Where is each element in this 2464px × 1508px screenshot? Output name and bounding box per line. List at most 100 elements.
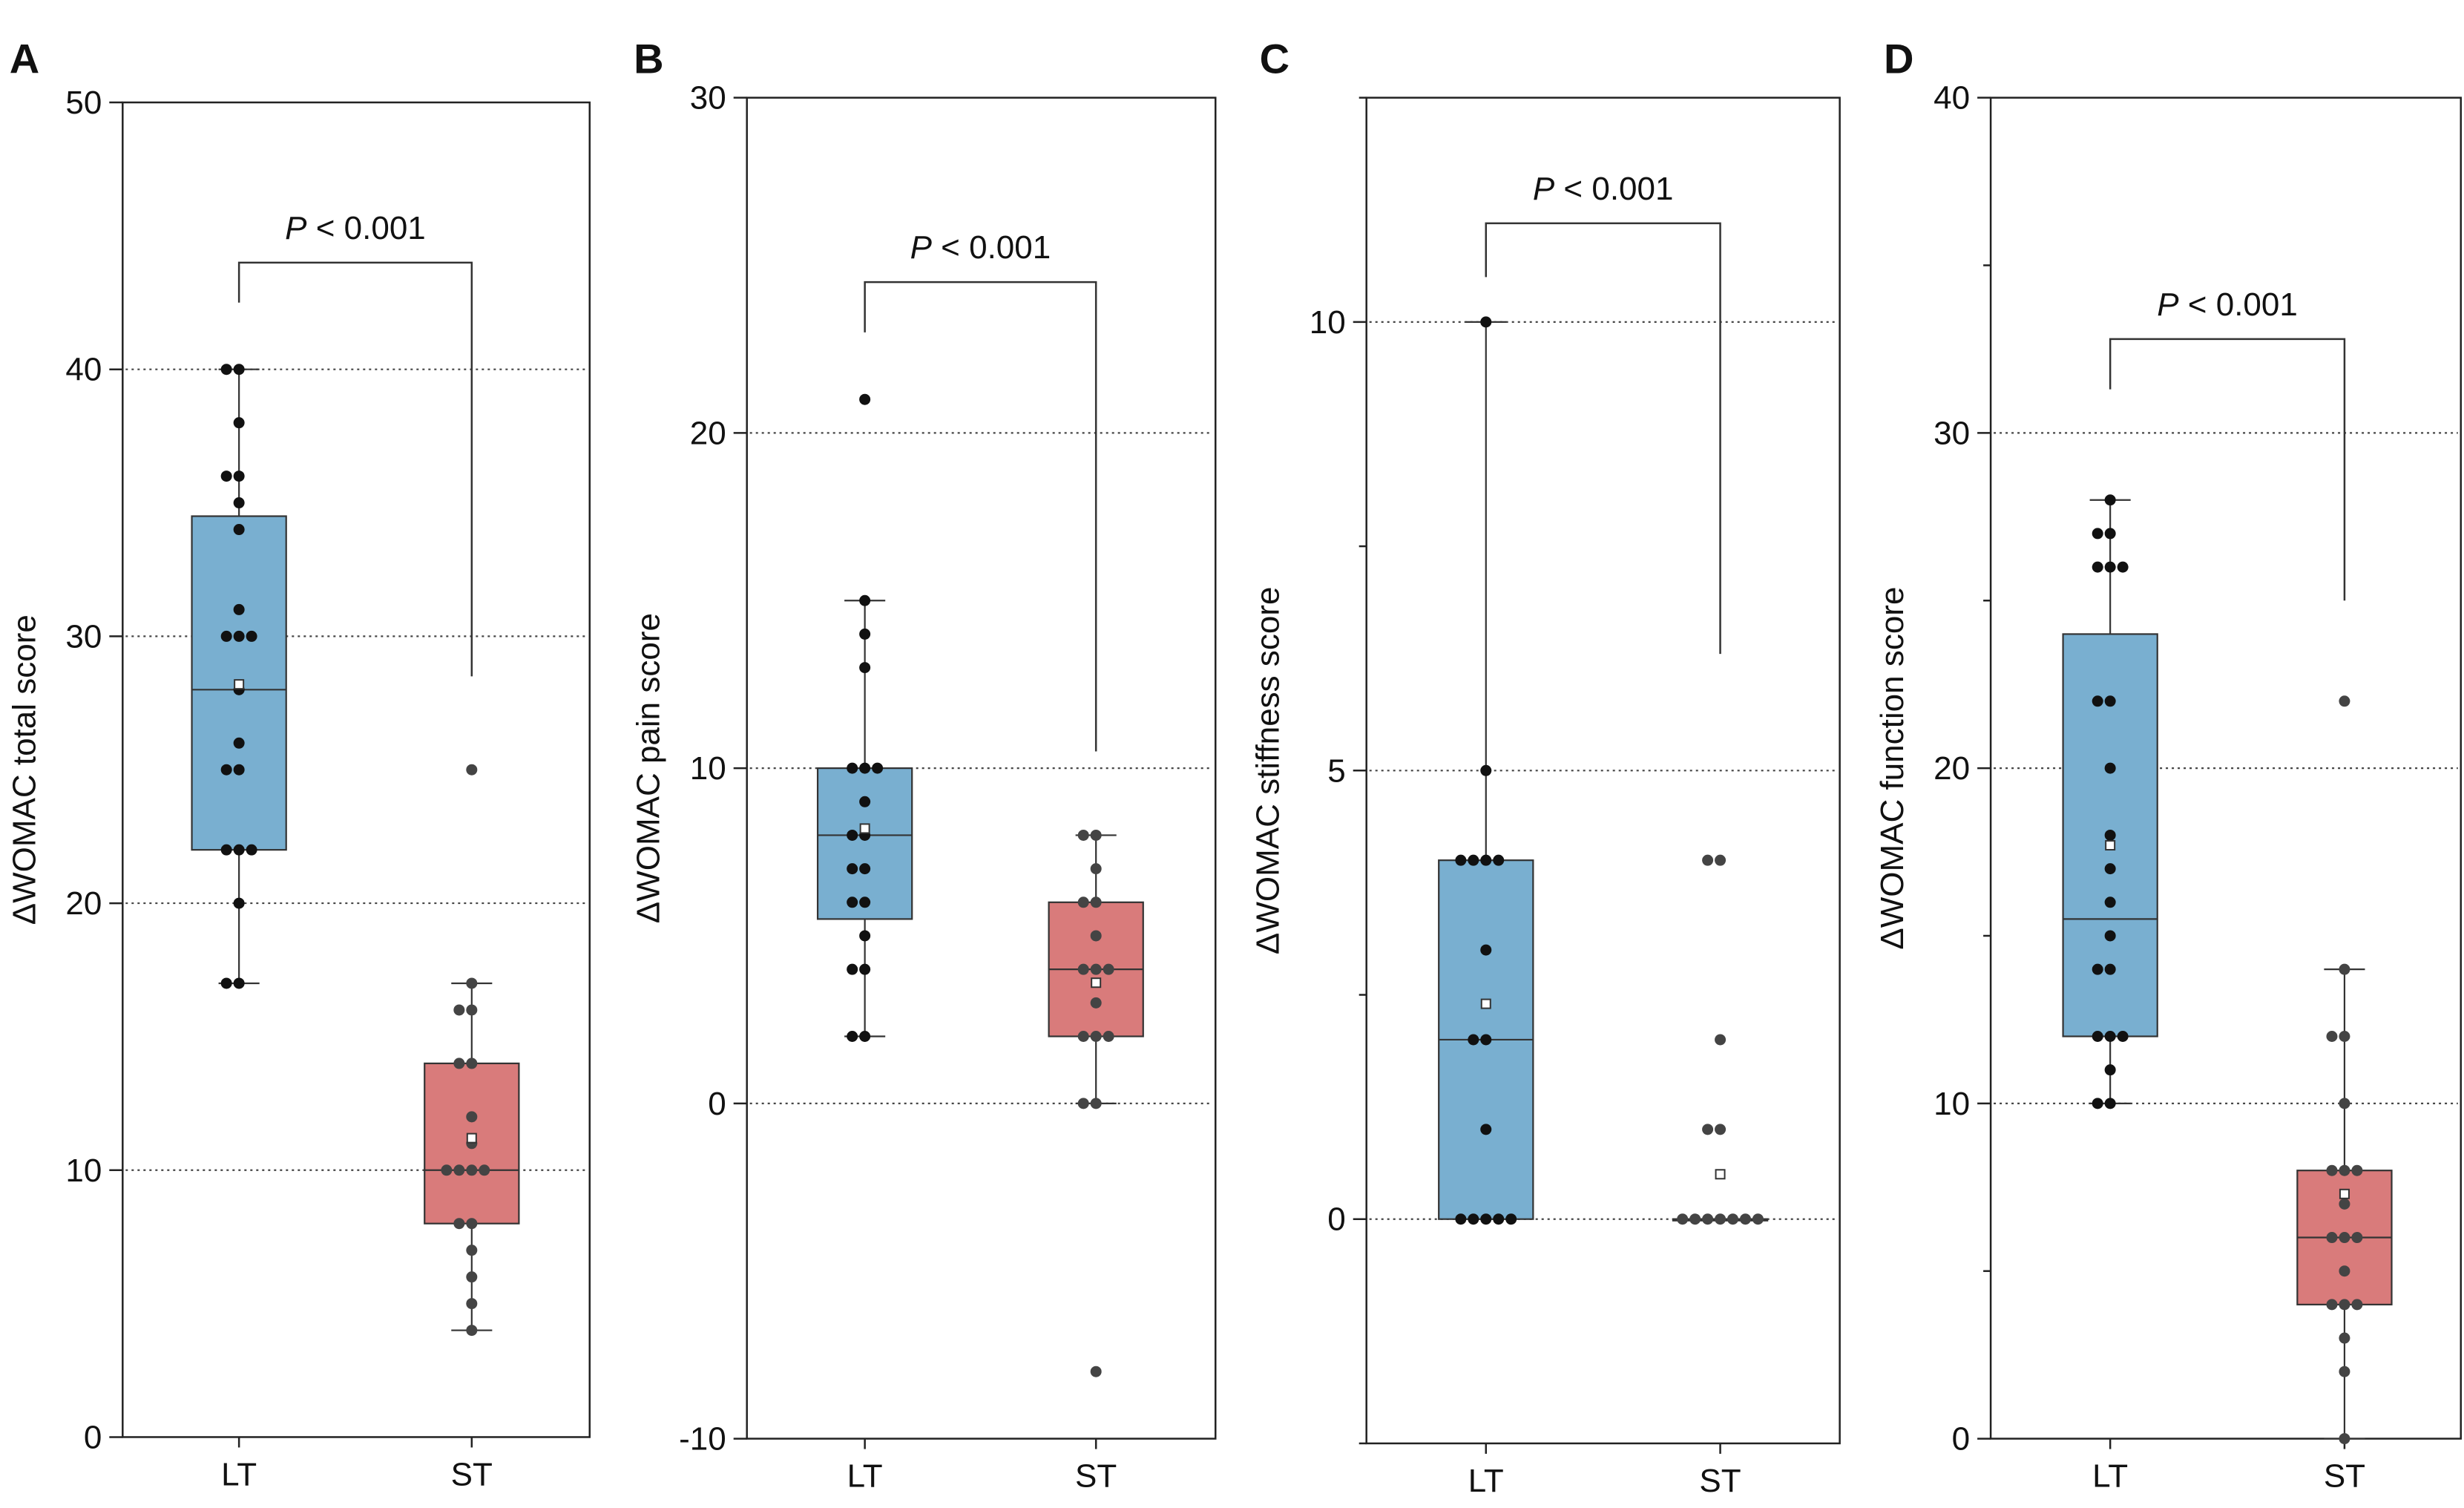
panel-D: D 0 10 20 30 40 ΔWOMAC function score LT ST P < 0… <box>1874 36 2463 1495</box>
data-point <box>872 762 884 774</box>
data-point <box>466 1271 478 1283</box>
x-category-label: LT <box>2092 1458 2128 1495</box>
data-point <box>1702 1124 1714 1135</box>
y-axis-label: ΔWOMAC pain score <box>631 613 667 923</box>
data-point <box>1480 764 1492 776</box>
data-point <box>1702 854 1714 866</box>
x-category-label: ST <box>2324 1458 2365 1495</box>
data-point <box>1077 1098 1089 1109</box>
data-point <box>466 1325 478 1337</box>
data-point <box>2339 963 2350 975</box>
y-tick-label: 10 <box>65 1153 102 1189</box>
data-point <box>233 417 245 429</box>
data-point <box>453 1004 465 1016</box>
data-point <box>1468 1213 1479 1225</box>
y-tick-label: 30 <box>65 618 102 655</box>
panel-B: B -10 0 10 20 30 ΔWOMAC pain score LT ST P < 0.00… <box>631 36 1217 1495</box>
data-point <box>1480 1034 1492 1046</box>
data-point <box>2339 1164 2350 1176</box>
data-point <box>220 630 232 642</box>
data-point <box>2104 963 2116 975</box>
data-point <box>220 364 232 376</box>
data-point <box>2092 695 2103 707</box>
y-tick-label: 10 <box>1310 304 1346 341</box>
box-LT <box>816 393 913 1042</box>
data-point <box>2326 1299 2338 1311</box>
data-point <box>453 1058 465 1069</box>
data-point <box>847 1030 858 1042</box>
data-point <box>1077 1030 1089 1042</box>
data-point <box>2104 528 2116 540</box>
plot-frame <box>122 101 591 1438</box>
mean-marker <box>1091 977 1102 989</box>
data-point <box>2339 1433 2350 1445</box>
data-point <box>233 603 245 615</box>
mean-marker <box>466 1132 477 1144</box>
y-tick-label: 50 <box>65 85 102 121</box>
data-point <box>479 1164 490 1176</box>
data-point <box>1090 896 1102 908</box>
y-tick-label: 10 <box>1934 1086 1970 1122</box>
data-point <box>1739 1213 1751 1225</box>
data-point <box>1480 854 1492 866</box>
y-axis-label: ΔWOMAC function score <box>1874 587 1911 950</box>
x-category-label: ST <box>1699 1463 1741 1499</box>
data-point <box>2104 896 2116 908</box>
data-point <box>233 897 245 909</box>
y-tick-label: 20 <box>1934 750 1970 787</box>
data-point <box>1455 854 1467 866</box>
data-point <box>233 977 245 989</box>
mean-marker <box>1715 1169 1726 1180</box>
data-point <box>859 594 871 606</box>
data-point <box>1727 1213 1739 1225</box>
data-point <box>2092 561 2103 573</box>
data-point <box>2104 863 2116 875</box>
data-point <box>1480 316 1492 328</box>
data-point <box>2117 1030 2129 1042</box>
data-point <box>2351 1164 2363 1176</box>
data-point <box>2104 494 2116 506</box>
data-point <box>1702 1213 1714 1225</box>
data-point <box>220 977 232 989</box>
data-point <box>2104 1064 2116 1076</box>
data-point <box>2092 528 2103 540</box>
data-point <box>1752 1213 1764 1225</box>
mean-marker <box>2339 1188 2350 1199</box>
data-point <box>1715 1034 1727 1046</box>
data-point <box>441 1164 453 1176</box>
data-point <box>2351 1232 2363 1244</box>
x-category-label: ST <box>1075 1458 1117 1495</box>
data-point <box>859 393 871 405</box>
data-point <box>1677 1213 1689 1225</box>
data-point <box>2339 695 2350 707</box>
data-point <box>847 963 858 975</box>
data-point <box>466 977 478 989</box>
data-point <box>847 829 858 841</box>
data-point <box>2339 1098 2350 1109</box>
data-point <box>859 930 871 942</box>
y-tick-label: 0 <box>84 1419 102 1455</box>
data-point <box>859 896 871 908</box>
data-point <box>2092 1098 2103 1109</box>
data-point <box>2326 1232 2338 1244</box>
data-point <box>466 764 478 776</box>
y-tick-label: -10 <box>679 1421 726 1458</box>
data-point <box>246 630 257 642</box>
box-ST <box>2296 695 2393 1445</box>
data-point <box>233 471 245 482</box>
panel-letter: D <box>1884 36 1913 82</box>
data-point <box>2092 1030 2103 1042</box>
data-point <box>859 628 871 640</box>
data-point <box>1715 1213 1727 1225</box>
data-point <box>1455 1213 1467 1225</box>
data-point <box>1090 930 1102 942</box>
data-point <box>847 863 858 875</box>
data-point <box>233 364 245 376</box>
panel-C: C 0 5 10 ΔWOMAC stiffness score LT ST P < 0.001 <box>1250 36 1841 1499</box>
data-point <box>466 1245 478 1256</box>
data-point <box>466 1218 478 1230</box>
panel-A: A 0 10 20 30 40 50 ΔWOMAC total score LT ST P < 0.… <box>6 36 591 1492</box>
box-LT <box>191 364 287 989</box>
data-point <box>859 1030 871 1042</box>
